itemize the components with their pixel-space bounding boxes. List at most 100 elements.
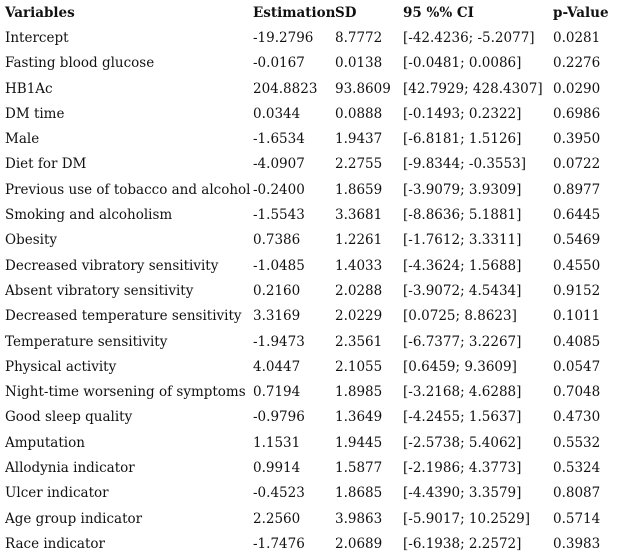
cell-p-value: 0.9152 [553,282,601,299]
table-row: Smoking and alcoholism -1.5543 3.3681 [-8.8… [0,202,620,227]
cell-variable: DM time [5,105,65,122]
cell-p-value: 0.7048 [553,384,601,401]
table-row: Ulcer indicator -0.4523 1.8685 [-4.4390; 3.… [0,481,620,506]
cell-sd: 8.7772 [335,29,383,46]
cell-variable: Decreased vibratory sensitivity [5,257,219,274]
cell-ci: [-0.0481; 0.0086] [403,55,522,72]
cell-sd: 1.2261 [335,232,383,249]
cell-ci: [0.6459; 9.3609] [403,358,517,375]
cell-variable: Good sleep quality [5,409,133,426]
table-row: Physical activity 4.0447 2.1055 [0.6459; 9.… [0,354,620,379]
cell-sd: 1.8685 [335,485,383,502]
col-header-estimation: Estimation [253,4,335,21]
table-row: Age group indicator 2.2560 3.9863 [-5.9017;… [0,506,620,531]
table-row: Absent vibratory sensitivity 0.2160 2.0288… [0,278,620,303]
cell-estimation: -1.5543 [253,207,305,224]
cell-p-value: 0.5714 [553,510,601,527]
cell-sd: 1.9437 [335,131,383,148]
cell-ci: [-42.4236; -5.2077] [403,29,535,46]
cell-sd: 1.3649 [335,409,383,426]
cell-variable: Smoking and alcoholism [5,207,173,224]
cell-ci: [-6.8181; 1.5126] [403,131,522,148]
cell-sd: 3.3681 [335,207,383,224]
cell-variable: Age group indicator [5,510,143,527]
cell-p-value: 0.0722 [553,156,601,173]
col-header-variables: Variables [5,4,75,21]
table-row: DM time 0.0344 0.0888 [-0.1493; 0.2322] 0.69… [0,101,620,126]
table-row: Fasting blood glucose -0.0167 0.0138 [-0.04… [0,51,620,76]
cell-variable: Diet for DM [5,156,87,173]
cell-estimation: -0.9796 [253,409,305,426]
cell-ci: [-3.9079; 3.9309] [403,181,522,198]
cell-variable: Night-time worsening of symptoms [5,384,246,401]
cell-estimation: -0.2400 [253,181,305,198]
cell-estimation: 0.7386 [253,232,301,249]
cell-variable: Amputation [5,434,85,451]
cell-p-value: 0.2276 [553,55,601,72]
table-row: Good sleep quality -0.9796 1.3649 [-4.2455;… [0,405,620,430]
cell-variable: Obesity [5,232,57,249]
cell-sd: 2.0288 [335,282,383,299]
table-header-row: Variables Estimation SD 95 %% CI p-Value [0,0,620,25]
cell-variable: Temperature sensitivity [5,333,168,350]
table-row: Temperature sensitivity -1.9473 2.3561 [-6.… [0,329,620,354]
cell-estimation: -4.0907 [253,156,305,173]
table-row: Obesity 0.7386 1.2261 [-1.7612; 3.3311] 0.54… [0,228,620,253]
cell-p-value: 0.4730 [553,409,601,426]
cell-sd: 2.1055 [335,358,383,375]
cell-p-value: 0.0290 [553,80,601,97]
cell-estimation: 4.0447 [253,358,301,375]
table-body: Intercept -19.2796 8.7772 [-42.4236; -5.207… [0,25,620,556]
cell-ci: [-4.2455; 1.5637] [403,409,522,426]
cell-ci: [-6.1938; 2.2572] [403,535,522,552]
table-row: Decreased vibratory sensitivity -1.0485 1.… [0,253,620,278]
cell-sd: 1.8985 [335,384,383,401]
cell-estimation: -0.0167 [253,55,305,72]
cell-p-value: 0.0547 [553,358,601,375]
cell-estimation: 0.0344 [253,105,301,122]
cell-ci: [-0.1493; 0.2322] [403,105,522,122]
cell-estimation: 2.2560 [253,510,301,527]
cell-ci: [0.0725; 8.8623] [403,308,517,325]
cell-ci: [-6.7377; 3.2267] [403,333,522,350]
table-row: Decreased temperature sensitivity 3.3169 2… [0,304,620,329]
cell-p-value: 0.8087 [553,485,601,502]
cell-variable: HB1Ac [5,80,53,97]
table-row: Amputation 1.1531 1.9445 [-2.5738; 5.4062] 0… [0,430,620,455]
table-head: Variables Estimation SD 95 %% CI p-Value [0,0,620,25]
cell-p-value: 0.3950 [553,131,601,148]
cell-variable: Ulcer indicator [5,485,109,502]
cell-ci: [-1.7612; 3.3311] [403,232,522,249]
cell-ci: [-4.4390; 3.3579] [403,485,522,502]
cell-sd: 0.0138 [335,55,383,72]
cell-sd: 1.5877 [335,459,383,476]
table-row: Diet for DM -4.0907 2.2755 [-9.8344; -0.355… [0,152,620,177]
cell-sd: 2.2755 [335,156,383,173]
table-row: Intercept -19.2796 8.7772 [-42.4236; -5.207… [0,25,620,50]
cell-variable: Allodynia indicator [5,459,135,476]
cell-ci: [-4.3624; 1.5688] [403,257,522,274]
col-header-p-value: p-Value [553,4,609,21]
cell-p-value: 0.5469 [553,232,601,249]
cell-estimation: 204.8823 [253,80,318,97]
cell-p-value: 0.6445 [553,207,601,224]
table-row: Night-time worsening of symptoms 0.7194 1.… [0,379,620,404]
cell-p-value: 0.5324 [553,459,601,476]
table-row: Allodynia indicator 0.9914 1.5877 [-2.1986;… [0,455,620,480]
cell-estimation: -1.6534 [253,131,305,148]
cell-sd: 2.0689 [335,535,383,552]
cell-sd: 1.9445 [335,434,383,451]
cell-ci: [-3.2168; 4.6288] [403,384,522,401]
cell-sd: 2.0229 [335,308,383,325]
cell-estimation: -0.4523 [253,485,305,502]
cell-variable: Absent vibratory sensitivity [5,282,194,299]
cell-estimation: 0.7194 [253,384,301,401]
cell-p-value: 0.0281 [553,29,601,46]
table-row: Race indicator -1.7476 2.0689 [-6.1938; 2.2… [0,531,620,556]
cell-variable: Fasting blood glucose [5,55,155,72]
cell-estimation: 0.9914 [253,459,301,476]
cell-estimation: -19.2796 [253,29,314,46]
cell-ci: [-2.1986; 4.3773] [403,459,522,476]
cell-p-value: 0.1011 [553,308,601,325]
cell-estimation: 3.3169 [253,308,301,325]
